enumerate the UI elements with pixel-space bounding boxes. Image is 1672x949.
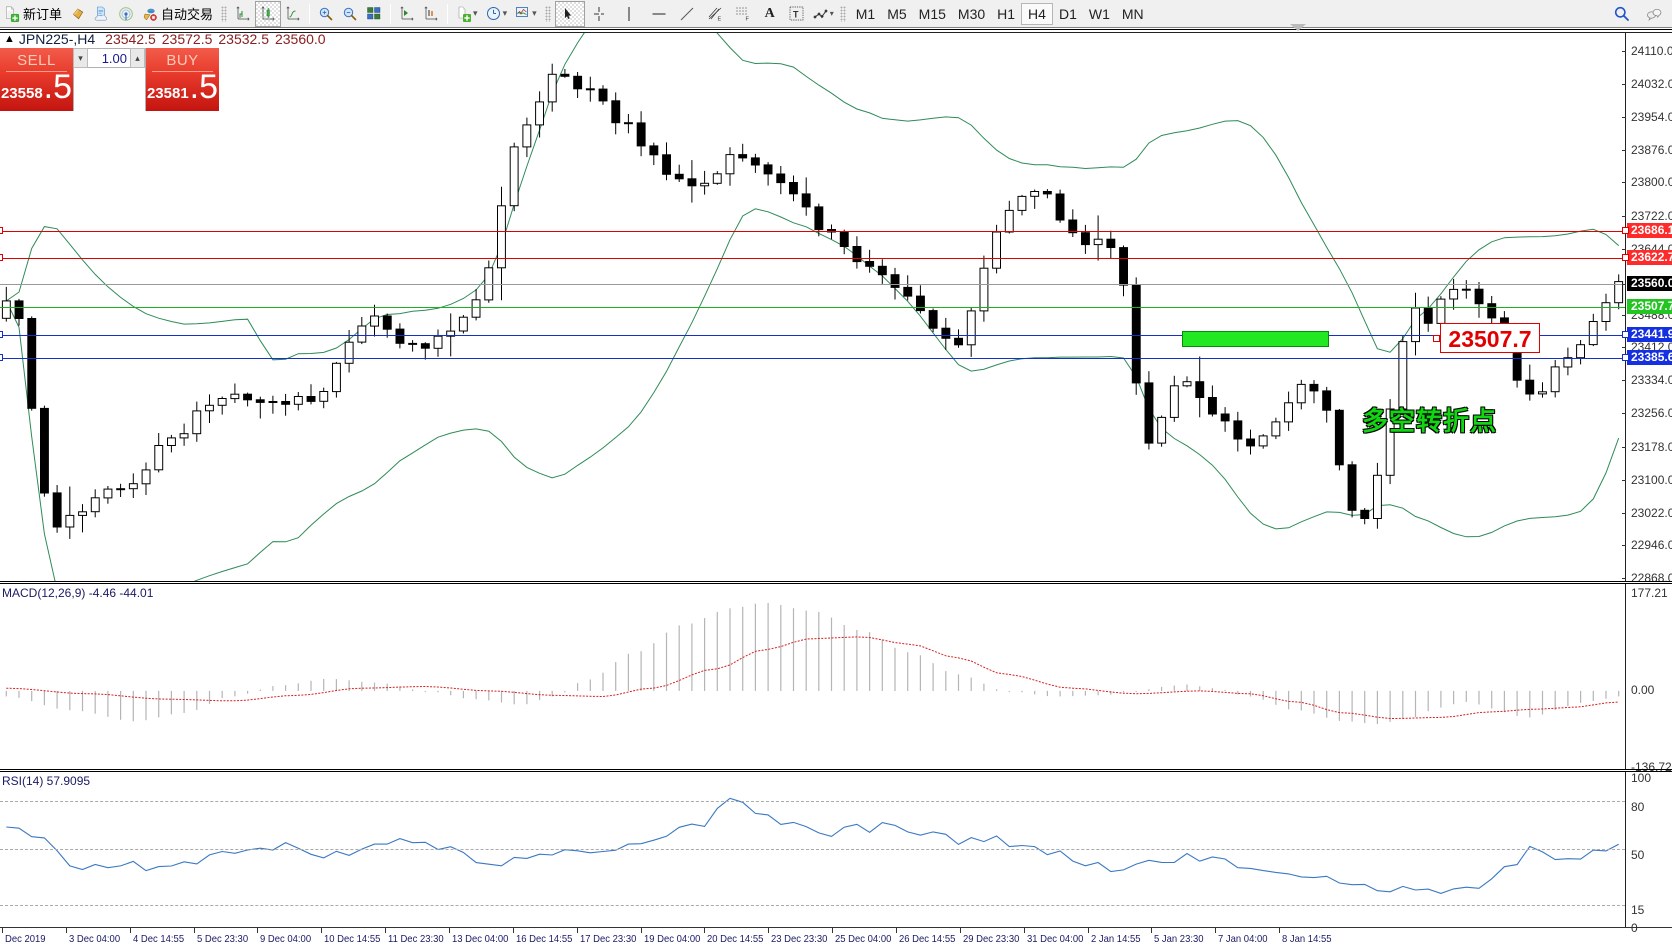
svg-text:E: E bbox=[717, 16, 721, 22]
svg-text:T: T bbox=[793, 9, 799, 19]
svg-text:F: F bbox=[745, 16, 749, 22]
